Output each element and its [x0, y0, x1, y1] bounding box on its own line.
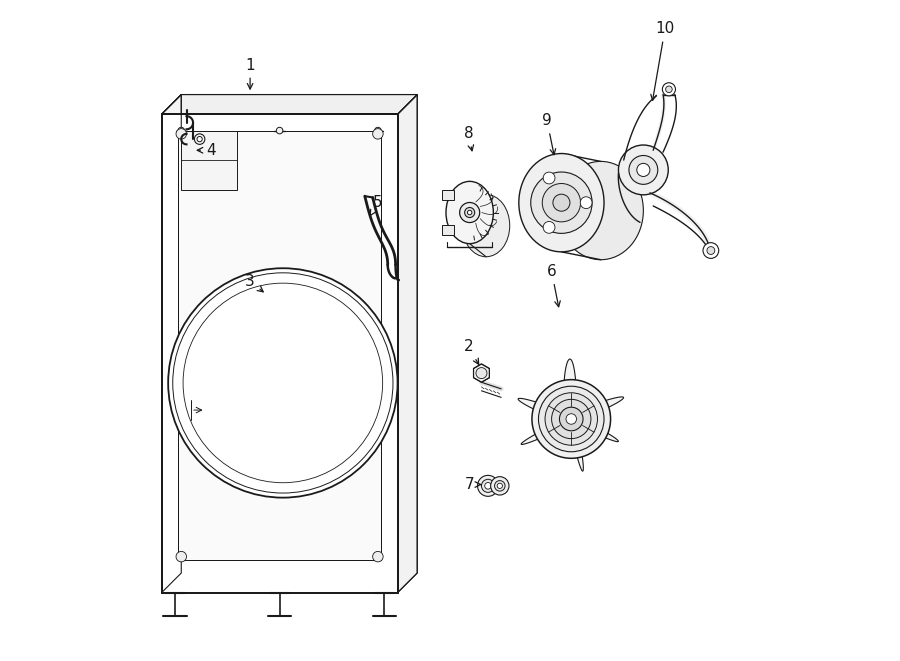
- Circle shape: [373, 551, 383, 562]
- Circle shape: [460, 202, 480, 223]
- Circle shape: [552, 399, 591, 439]
- Polygon shape: [597, 425, 618, 442]
- Text: 7: 7: [465, 477, 481, 492]
- Circle shape: [276, 128, 283, 134]
- Bar: [442, 225, 454, 235]
- Polygon shape: [518, 399, 544, 416]
- Ellipse shape: [446, 181, 493, 244]
- Circle shape: [197, 136, 202, 141]
- Polygon shape: [574, 444, 584, 471]
- Circle shape: [703, 243, 719, 258]
- Text: 10: 10: [651, 22, 675, 100]
- Circle shape: [580, 197, 592, 209]
- Polygon shape: [162, 95, 418, 114]
- Polygon shape: [473, 364, 490, 382]
- Text: 8: 8: [464, 126, 473, 151]
- Text: 2: 2: [464, 339, 479, 364]
- Circle shape: [495, 481, 505, 491]
- Circle shape: [497, 483, 502, 488]
- Circle shape: [637, 163, 650, 176]
- Circle shape: [467, 210, 472, 215]
- Circle shape: [544, 172, 555, 184]
- Polygon shape: [597, 397, 624, 410]
- Circle shape: [176, 129, 186, 139]
- Circle shape: [560, 407, 583, 431]
- Text: 4: 4: [197, 143, 216, 158]
- Circle shape: [176, 551, 186, 562]
- Circle shape: [373, 129, 383, 139]
- Circle shape: [629, 155, 658, 184]
- Ellipse shape: [558, 161, 644, 260]
- Polygon shape: [398, 95, 418, 593]
- Circle shape: [485, 483, 491, 489]
- Circle shape: [478, 475, 499, 496]
- Circle shape: [464, 208, 474, 217]
- Circle shape: [566, 414, 577, 424]
- Circle shape: [662, 83, 676, 96]
- Circle shape: [545, 393, 598, 446]
- Polygon shape: [521, 430, 547, 444]
- Circle shape: [532, 379, 610, 458]
- Text: 9: 9: [542, 113, 555, 155]
- Polygon shape: [162, 95, 181, 593]
- Circle shape: [553, 194, 570, 212]
- Circle shape: [178, 128, 184, 134]
- Bar: [442, 190, 454, 200]
- Circle shape: [618, 145, 669, 195]
- Circle shape: [531, 172, 592, 233]
- Text: 5: 5: [370, 195, 382, 215]
- Text: 6: 6: [546, 264, 561, 307]
- Text: 3: 3: [245, 274, 263, 292]
- Circle shape: [476, 368, 487, 379]
- Circle shape: [543, 184, 580, 222]
- Circle shape: [374, 128, 382, 134]
- Circle shape: [491, 477, 509, 495]
- Ellipse shape: [463, 194, 509, 256]
- Circle shape: [666, 86, 672, 93]
- Circle shape: [538, 386, 604, 451]
- Text: 1: 1: [246, 58, 255, 89]
- Ellipse shape: [518, 153, 604, 252]
- Polygon shape: [561, 359, 576, 394]
- Circle shape: [544, 221, 555, 233]
- Circle shape: [194, 134, 205, 144]
- Circle shape: [168, 268, 398, 498]
- Polygon shape: [162, 114, 398, 593]
- Circle shape: [482, 479, 495, 492]
- Circle shape: [706, 247, 715, 254]
- Polygon shape: [178, 131, 382, 560]
- Bar: [181, 131, 237, 190]
